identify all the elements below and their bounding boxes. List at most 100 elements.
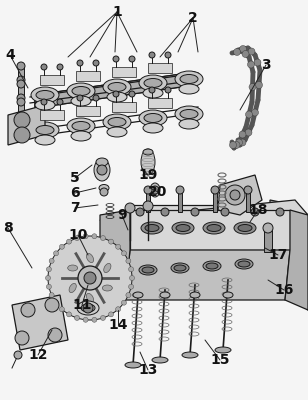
Ellipse shape [102, 285, 112, 291]
Circle shape [161, 208, 169, 216]
Polygon shape [130, 210, 290, 250]
Polygon shape [40, 110, 64, 120]
Circle shape [149, 87, 155, 93]
Text: 16: 16 [274, 283, 294, 297]
Ellipse shape [145, 224, 159, 232]
Circle shape [84, 272, 96, 284]
Circle shape [47, 267, 51, 272]
Ellipse shape [35, 135, 55, 145]
Circle shape [93, 60, 99, 66]
Ellipse shape [96, 158, 108, 166]
Circle shape [57, 99, 63, 105]
Circle shape [45, 298, 59, 312]
Ellipse shape [143, 88, 163, 98]
Circle shape [129, 91, 135, 97]
Circle shape [48, 328, 62, 342]
Bar [146, 190, 150, 212]
Text: 15: 15 [210, 353, 230, 367]
Text: 3: 3 [261, 58, 271, 72]
Circle shape [93, 95, 99, 101]
Ellipse shape [203, 222, 225, 234]
Ellipse shape [71, 131, 91, 141]
Ellipse shape [179, 84, 199, 94]
Polygon shape [285, 210, 308, 310]
Bar [264, 230, 272, 252]
Text: 9: 9 [117, 208, 127, 222]
Circle shape [77, 60, 83, 66]
Circle shape [144, 186, 152, 194]
Bar [213, 190, 217, 212]
Ellipse shape [203, 261, 221, 271]
Ellipse shape [108, 118, 126, 126]
Circle shape [59, 244, 64, 249]
Circle shape [143, 201, 153, 211]
Circle shape [67, 312, 71, 317]
Circle shape [59, 307, 64, 312]
Text: 10: 10 [68, 228, 88, 242]
Bar [178, 190, 182, 212]
Ellipse shape [174, 265, 186, 271]
Ellipse shape [160, 292, 170, 298]
Circle shape [116, 244, 121, 249]
Ellipse shape [179, 119, 199, 129]
Circle shape [100, 316, 105, 320]
Circle shape [245, 111, 253, 118]
Circle shape [251, 208, 259, 216]
Circle shape [252, 109, 258, 116]
Polygon shape [148, 98, 172, 108]
Circle shape [249, 84, 256, 90]
Ellipse shape [139, 75, 167, 91]
Ellipse shape [68, 265, 78, 271]
Ellipse shape [107, 92, 127, 102]
Polygon shape [295, 205, 308, 310]
Ellipse shape [87, 294, 94, 302]
Circle shape [176, 186, 184, 194]
Ellipse shape [69, 284, 76, 292]
Circle shape [54, 251, 59, 256]
Circle shape [92, 234, 97, 239]
Ellipse shape [144, 78, 162, 88]
Ellipse shape [36, 126, 54, 134]
Ellipse shape [215, 347, 231, 353]
Ellipse shape [36, 90, 54, 100]
Circle shape [100, 188, 108, 196]
Ellipse shape [108, 82, 126, 92]
Ellipse shape [238, 224, 252, 232]
Ellipse shape [172, 222, 194, 234]
Text: 14: 14 [108, 318, 128, 332]
Circle shape [229, 142, 237, 148]
Circle shape [17, 80, 25, 88]
Circle shape [233, 142, 240, 148]
Circle shape [121, 251, 127, 256]
Polygon shape [218, 175, 262, 215]
Circle shape [225, 185, 245, 205]
Ellipse shape [72, 122, 90, 130]
Text: 5: 5 [70, 171, 80, 185]
Circle shape [165, 52, 171, 58]
Circle shape [254, 59, 261, 66]
Ellipse shape [143, 149, 153, 155]
Ellipse shape [72, 86, 90, 96]
Ellipse shape [223, 292, 233, 298]
Circle shape [83, 317, 88, 322]
Circle shape [256, 82, 262, 88]
Text: 18: 18 [248, 203, 268, 217]
Circle shape [17, 62, 25, 70]
Ellipse shape [31, 122, 59, 138]
Ellipse shape [142, 267, 154, 273]
Circle shape [14, 351, 22, 359]
Ellipse shape [141, 149, 155, 175]
Polygon shape [148, 63, 172, 73]
Circle shape [230, 190, 240, 200]
Circle shape [17, 98, 25, 106]
Text: 4: 4 [5, 48, 15, 62]
Circle shape [248, 61, 254, 68]
Text: 2: 2 [188, 11, 198, 25]
Ellipse shape [125, 362, 141, 368]
Ellipse shape [139, 110, 167, 126]
Circle shape [21, 303, 35, 317]
Circle shape [97, 165, 107, 175]
Circle shape [17, 112, 25, 120]
Circle shape [14, 112, 30, 128]
Polygon shape [125, 250, 290, 300]
